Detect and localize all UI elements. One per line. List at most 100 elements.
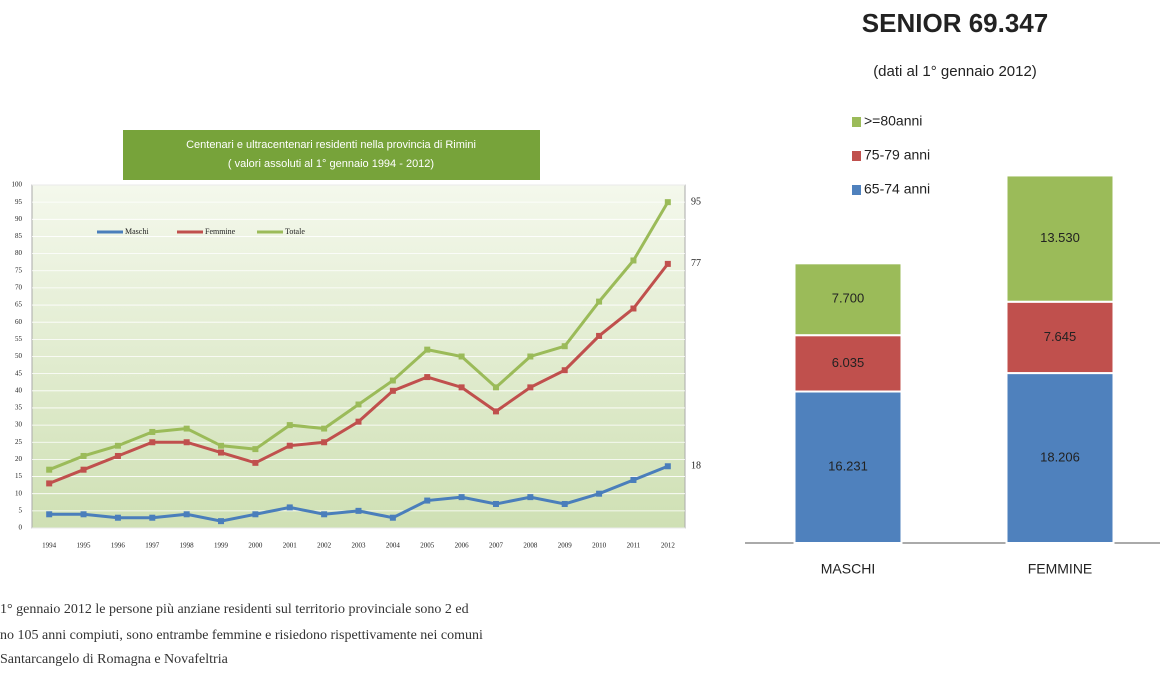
paragraph-line: no 105 anni compiuti, sono entrambe femm…: [0, 628, 483, 643]
y-tick-label: 0: [19, 524, 23, 532]
value-label: 6.035: [832, 355, 865, 370]
marker: [46, 480, 53, 487]
end-label: 77: [691, 258, 701, 269]
y-tick-label: 70: [15, 284, 23, 292]
y-tick-label: 25: [15, 438, 23, 446]
value-label: 16.231: [828, 459, 868, 474]
bar-segment: [793, 334, 903, 393]
marker: [252, 446, 259, 453]
y-tick-label: 60: [15, 318, 23, 326]
bar-segment: [1005, 174, 1115, 303]
value-label: 7.645: [1044, 329, 1077, 344]
marker: [149, 439, 156, 446]
y-tick-label: 45: [15, 369, 23, 377]
marker: [630, 476, 637, 483]
marker: [664, 199, 671, 206]
marker: [458, 353, 465, 360]
marker: [664, 260, 671, 267]
legend-label: Maschi: [125, 227, 149, 236]
marker: [664, 463, 671, 470]
x-tick-label: 1994: [42, 542, 57, 550]
marker: [286, 422, 293, 429]
marker: [114, 442, 121, 449]
marker: [149, 514, 156, 521]
marker: [80, 511, 87, 518]
marker: [424, 374, 431, 381]
y-tick-label: 40: [15, 386, 23, 394]
marker: [630, 305, 637, 312]
paragraph-line: Santarcangelo di Romagna e Novafeltria: [0, 652, 229, 667]
x-tick-label: 2005: [420, 542, 435, 550]
marker: [114, 514, 121, 521]
marker: [286, 442, 293, 449]
marker: [424, 497, 431, 504]
marker: [561, 343, 568, 350]
x-tick-label: 2012: [661, 542, 676, 550]
marker: [596, 490, 603, 497]
marker: [218, 449, 225, 456]
marker: [492, 500, 499, 507]
y-tick-label: 80: [15, 249, 23, 257]
x-tick-label: 1998: [180, 542, 195, 550]
marker: [492, 408, 499, 415]
marker: [183, 439, 190, 446]
x-tick-label: 2009: [558, 542, 573, 550]
y-tick-label: 50: [15, 352, 23, 360]
value-label: 7.700: [832, 291, 865, 306]
marker: [596, 298, 603, 305]
marker: [218, 442, 225, 449]
marker: [252, 459, 259, 466]
bar-segment: [793, 390, 903, 545]
bar-title: SENIOR 69.347: [862, 8, 1048, 38]
legend-label: Femmine: [205, 227, 236, 236]
y-tick-label: 75: [15, 266, 23, 274]
marker: [218, 518, 225, 525]
bar-subtitle: (dati al 1° gennaio 2012): [873, 63, 1037, 80]
legend-swatch: [852, 151, 861, 161]
y-tick-label: 10: [15, 489, 23, 497]
marker: [458, 494, 465, 501]
x-tick-label: 1997: [145, 542, 160, 550]
marker: [286, 504, 293, 511]
legend-swatch: [852, 117, 861, 127]
y-tick-label: 20: [15, 455, 23, 463]
paragraph-line: 1° gennaio 2012 le persone più anziane r…: [0, 602, 469, 617]
marker: [321, 439, 328, 446]
marker: [183, 425, 190, 432]
marker: [458, 384, 465, 391]
y-tick-label: 85: [15, 232, 23, 240]
y-tick-label: 35: [15, 404, 23, 412]
x-tick-label: 2010: [592, 542, 607, 550]
x-tick-label: 2002: [317, 542, 332, 550]
value-label: 18.206: [1040, 449, 1080, 464]
marker: [389, 514, 396, 521]
y-tick-label: 15: [15, 472, 23, 480]
x-tick-label: 1996: [111, 542, 126, 550]
marker: [80, 466, 87, 473]
x-tick-label: 2007: [489, 542, 504, 550]
x-tick-label: 2011: [627, 542, 641, 550]
marker: [355, 418, 362, 425]
x-tick-label: 2003: [352, 542, 367, 550]
end-label: 95: [691, 196, 701, 207]
y-tick-label: 30: [15, 421, 23, 429]
bar-segment: [1005, 372, 1115, 544]
marker: [596, 332, 603, 339]
marker: [321, 425, 328, 432]
y-tick-label: 95: [15, 198, 23, 206]
marker: [389, 387, 396, 394]
marker: [321, 511, 328, 518]
y-tick-label: 5: [19, 506, 23, 514]
marker: [527, 384, 534, 391]
marker: [114, 452, 121, 459]
x-tick-label: 2001: [283, 542, 298, 550]
marker: [80, 452, 87, 459]
x-tick-label: MASCHI: [821, 561, 875, 577]
y-tick-label: 100: [12, 181, 23, 189]
legend-label: Totale: [285, 227, 305, 236]
y-tick-label: 90: [15, 215, 23, 223]
bar-segment: [793, 262, 903, 337]
marker: [355, 401, 362, 408]
chart-subtitle: ( valori assoluti al 1° gennaio 1994 - 2…: [228, 158, 434, 170]
marker: [630, 257, 637, 264]
